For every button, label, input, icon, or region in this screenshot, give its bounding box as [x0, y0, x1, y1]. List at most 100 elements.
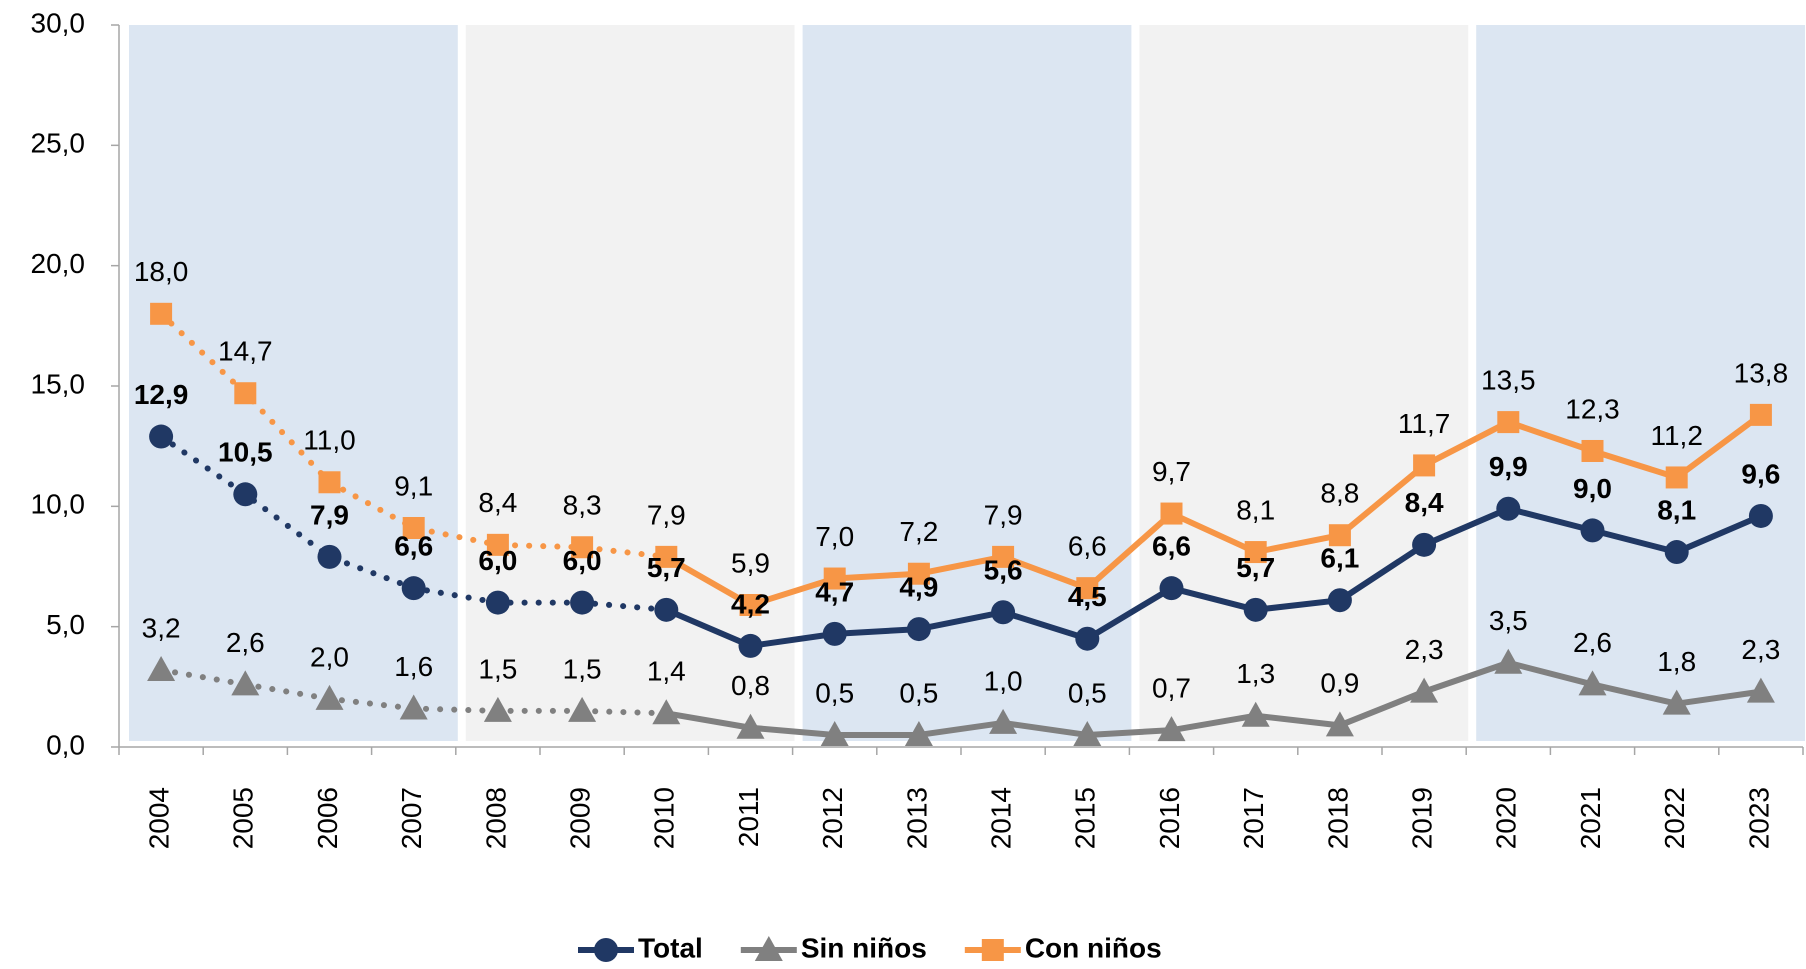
- x-tick-label: 2016: [1154, 787, 1185, 849]
- x-tick-label: 2019: [1406, 787, 1437, 849]
- background-band: [1139, 25, 1469, 741]
- point: [1496, 496, 1521, 521]
- point: [654, 597, 679, 622]
- legend-marker: [594, 938, 618, 962]
- legend-marker: [981, 939, 1004, 961]
- point: [1076, 577, 1099, 600]
- data-label: 0,7: [1152, 673, 1191, 704]
- x-tick-label: 2018: [1322, 787, 1353, 849]
- x-tick-label: 2015: [1070, 787, 1101, 849]
- y-tick-label: 20,0: [31, 248, 86, 279]
- data-label: 2,3: [1741, 634, 1780, 665]
- point: [1664, 540, 1689, 565]
- data-label: 1,4: [647, 656, 686, 687]
- point: [317, 544, 342, 569]
- point: [1410, 677, 1439, 703]
- data-label: 2,0: [310, 641, 349, 672]
- point: [402, 516, 425, 539]
- data-label: 1,3: [1236, 658, 1275, 689]
- point: [401, 576, 426, 601]
- point: [399, 694, 428, 720]
- legend-marker: [754, 936, 783, 961]
- data-label: 6,1: [1320, 543, 1359, 574]
- point: [149, 424, 174, 449]
- data-label: 6,0: [563, 545, 602, 576]
- point: [1159, 576, 1184, 601]
- data-label: 1,8: [1657, 646, 1696, 677]
- point: [315, 684, 344, 710]
- point: [486, 533, 509, 556]
- data-label: 4,7: [815, 576, 854, 607]
- data-label: 12,3: [1565, 393, 1620, 424]
- point: [1075, 626, 1100, 651]
- point: [1580, 518, 1605, 543]
- data-label: 5,9: [731, 547, 770, 578]
- data-label: 2,6: [226, 627, 265, 658]
- legend: Total Sin niños Con niños: [578, 932, 1162, 963]
- x-tick-label: 2011: [733, 787, 764, 847]
- point: [1748, 503, 1773, 528]
- point: [1497, 411, 1520, 434]
- point: [989, 708, 1018, 734]
- x-tick-label: 2021: [1575, 787, 1606, 849]
- data-label: 11,7: [1398, 408, 1450, 439]
- data-label: 0,5: [899, 677, 938, 708]
- point: [822, 621, 847, 646]
- data-label: 2,3: [1405, 634, 1444, 665]
- data-label: 3,2: [142, 612, 181, 643]
- x-tick-label: 2010: [649, 787, 680, 849]
- legend-label: Sin niños: [801, 932, 927, 963]
- point: [1160, 502, 1183, 525]
- y-tick-label: 15,0: [31, 368, 86, 399]
- point: [318, 471, 341, 494]
- x-tick-label: 2023: [1743, 787, 1774, 849]
- data-label: 10,5: [218, 437, 273, 468]
- point: [823, 567, 846, 590]
- data-label: 8,1: [1236, 494, 1275, 525]
- x-tick-label: 2017: [1238, 787, 1269, 849]
- data-label: 4,9: [899, 571, 938, 602]
- data-label: 9,0: [1573, 473, 1612, 504]
- background-band: [1476, 25, 1805, 741]
- point: [1413, 454, 1436, 477]
- x-tick-label: 2008: [480, 787, 511, 849]
- point: [1665, 466, 1688, 489]
- data-label: 9,1: [394, 470, 433, 501]
- point: [992, 545, 1015, 568]
- data-label: 4,2: [731, 588, 770, 619]
- legend-label: Total: [638, 932, 703, 963]
- data-label: 8,1: [1657, 494, 1696, 525]
- data-label: 9,9: [1489, 451, 1528, 482]
- legend-label: Con niños: [1025, 932, 1162, 963]
- point: [1243, 597, 1268, 622]
- x-tick-label: 2006: [312, 787, 343, 849]
- point: [907, 562, 930, 585]
- data-label: 6,6: [1068, 531, 1107, 562]
- data-label: 13,8: [1734, 357, 1789, 388]
- point: [1494, 648, 1523, 674]
- data-label: 8,8: [1320, 478, 1359, 509]
- x-tick-label: 2009: [564, 787, 595, 849]
- point: [485, 590, 510, 615]
- data-label: 0,5: [1068, 677, 1107, 708]
- data-label: 9,6: [1741, 458, 1780, 489]
- x-tick-label: 2013: [901, 787, 932, 849]
- x-tick-label: 2014: [985, 787, 1016, 849]
- data-label: 3,5: [1489, 605, 1528, 636]
- series-line: [663, 659, 1764, 738]
- data-label: 1,0: [984, 665, 1023, 696]
- point: [233, 482, 258, 507]
- point: [904, 720, 933, 746]
- point: [1412, 532, 1437, 557]
- point: [483, 696, 512, 722]
- point: [570, 590, 595, 615]
- x-tick-label: 2005: [228, 787, 259, 849]
- point: [736, 713, 765, 739]
- point: [1325, 711, 1354, 737]
- data-label: 6,6: [394, 531, 433, 562]
- point: [1244, 541, 1267, 564]
- data-label: 1,6: [394, 651, 433, 682]
- x-tick-label: 2004: [143, 787, 174, 849]
- series-line: [663, 505, 1764, 649]
